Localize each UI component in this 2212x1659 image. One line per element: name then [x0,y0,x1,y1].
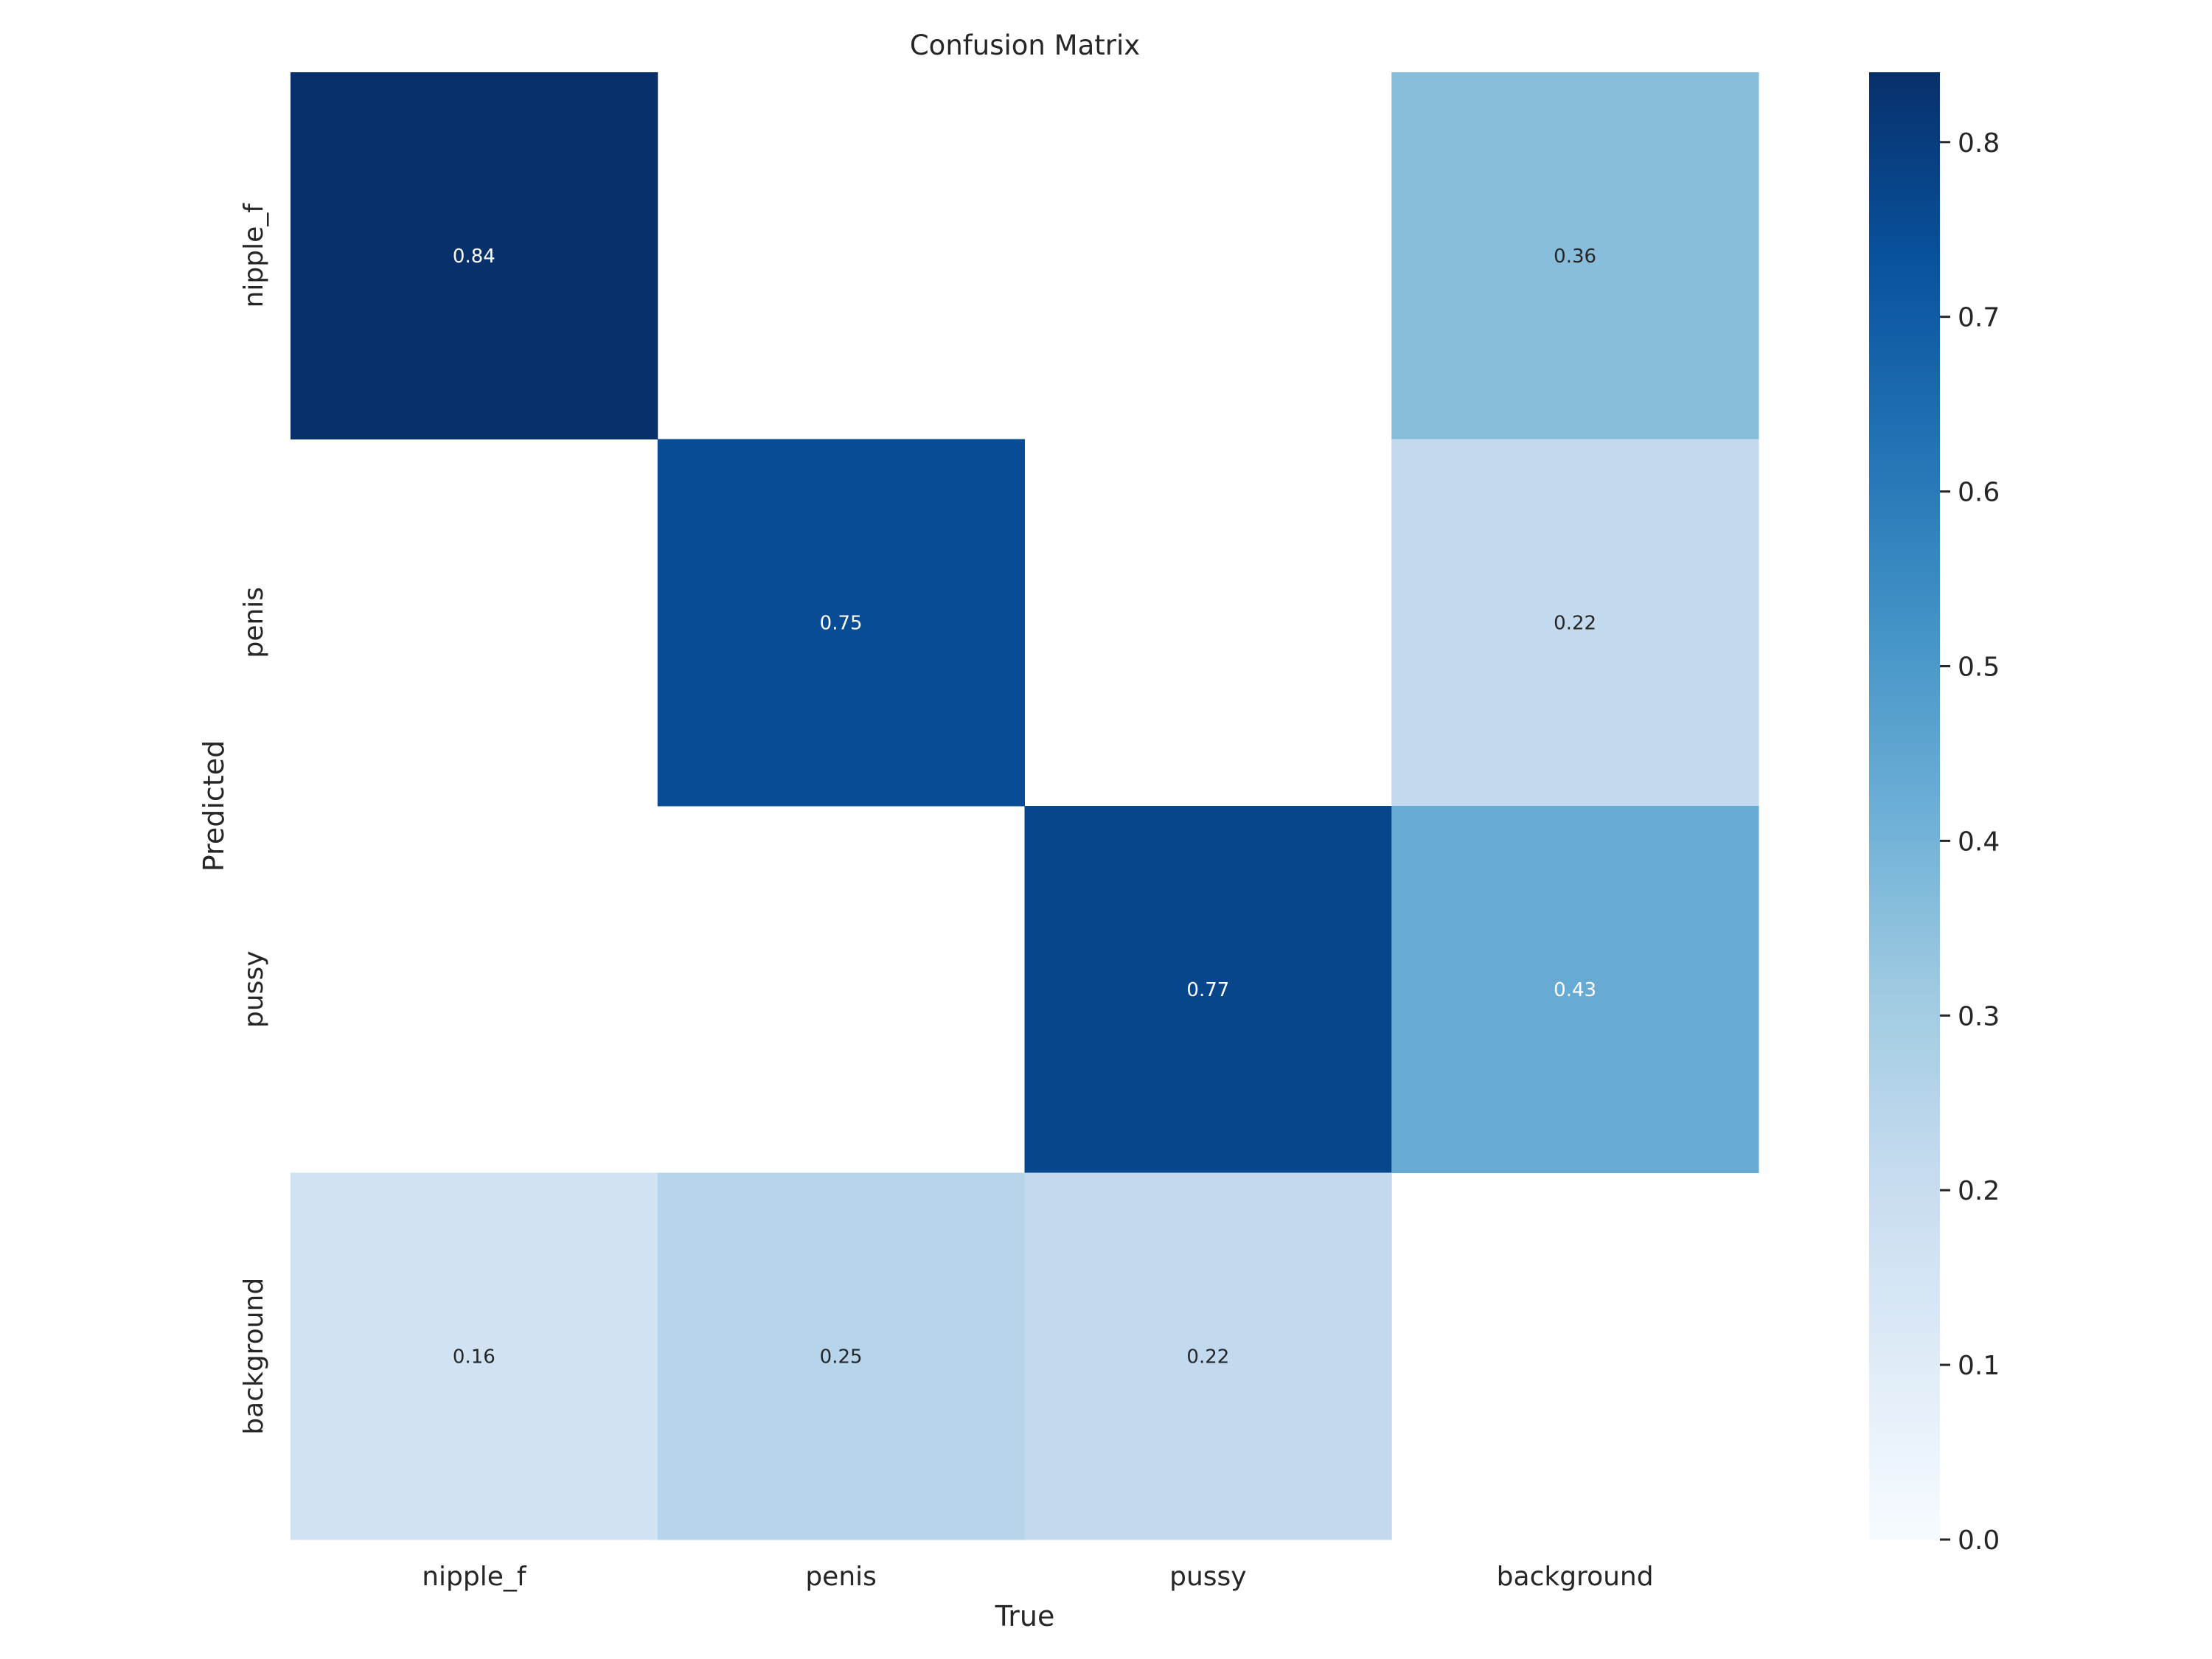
heatmap-cells: 0.84 0.36 0.75 0.22 0.77 0.43 0.16 0.25 0.22 [291,72,1759,1540]
heatmap-cell [291,1172,658,1540]
colorbar [1869,72,1940,1540]
colorbar-tick-label: 0.4 [1958,827,2000,857]
y-axis-label: Predicted [198,740,230,872]
cell-value-label: 0.22 [1186,1346,1229,1368]
colorbar-tick-label: 0.2 [1958,1176,2000,1206]
cell-value-label: 0.22 [1554,612,1596,634]
colorbar-ticks: 0.0 0.1 0.2 0.3 0.4 0.5 0.6 0.7 0.8 [1940,128,2000,1556]
colorbar-tick-label: 0.1 [1958,1351,2000,1381]
heatmap-cell [1391,806,1759,1173]
cell-value-label: 0.36 [1554,246,1596,268]
y-tick-label: nipple_f [239,203,269,308]
cell-value-label: 0.75 [820,612,863,634]
heatmap-cell [1391,439,1759,807]
heatmap-cell [657,1172,1025,1540]
cell-value-label: 0.77 [1186,979,1229,1001]
cell-value-label: 0.16 [453,1346,495,1368]
x-tick-label: pussy [1169,1562,1246,1592]
y-tick-label: pussy [239,951,269,1028]
heatmap-cell [1024,806,1392,1173]
x-tick-labels: nipple_f penis pussy background [422,1562,1653,1592]
cell-value-label: 0.43 [1554,979,1596,1001]
chart-title: Confusion Matrix [910,29,1140,61]
y-tick-label: penis [239,587,269,658]
cell-value-label: 0.84 [453,246,495,268]
colorbar-tick-label: 0.8 [1958,128,2000,159]
colorbar-tick-label: 0.5 [1958,652,2000,682]
y-tick-label: background [239,1278,269,1435]
heatmap-cell [291,72,658,439]
heatmap-cell [657,439,1025,807]
colorbar-tick-label: 0.3 [1958,1001,2000,1032]
x-tick-label: background [1497,1562,1654,1592]
colorbar-tick-label: 0.0 [1958,1526,2000,1556]
x-tick-label: penis [805,1562,877,1592]
heatmap-cell [1391,72,1759,439]
x-tick-label: nipple_f [422,1562,527,1592]
colorbar-tick-label: 0.7 [1958,303,2000,333]
cell-value-label: 0.25 [820,1346,863,1368]
heatmap-cell [1024,1172,1392,1540]
colorbar-tick-label: 0.6 [1958,478,2000,508]
x-axis-label: True [995,1600,1055,1632]
